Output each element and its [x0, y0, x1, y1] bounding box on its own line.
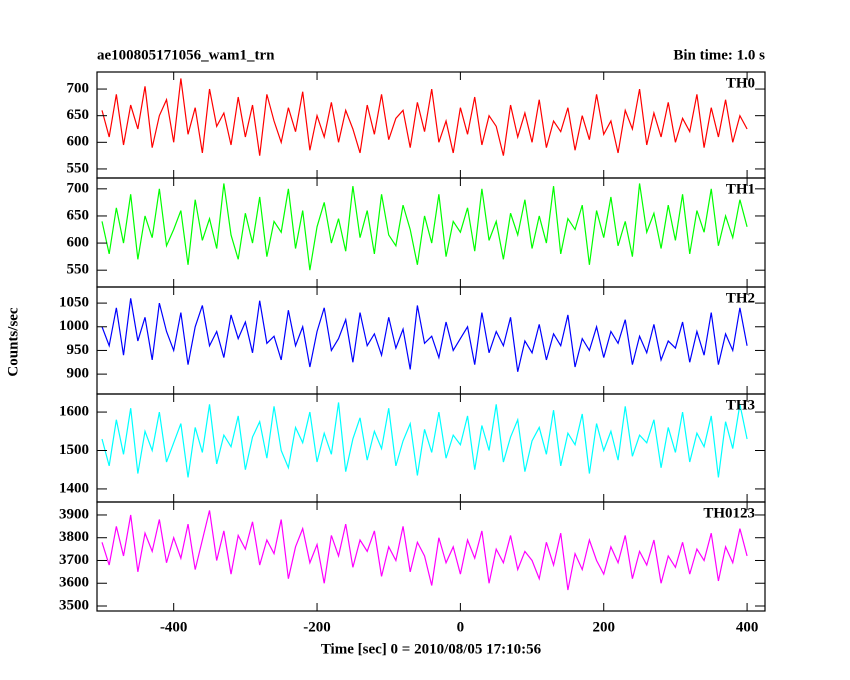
y-tick-label: 1050 — [59, 295, 89, 311]
y-tick-label: 550 — [67, 160, 90, 176]
data-line — [101, 510, 748, 591]
y-axis-label: Counts/sec — [5, 307, 21, 377]
y-tick-label: 650 — [67, 207, 90, 223]
y-tick-label: 3700 — [59, 552, 89, 568]
y-tick-label: 700 — [67, 180, 90, 196]
data-line — [101, 402, 748, 478]
x-tick-label: 0 — [457, 619, 465, 635]
panel-label: TH3 — [726, 397, 755, 413]
y-tick-label: 600 — [67, 134, 90, 150]
panel-frame — [96, 286, 766, 395]
y-tick-label: 900 — [67, 366, 90, 382]
x-tick-label: 400 — [736, 619, 759, 635]
x-axis-label: Time [sec] 0 = 2010/08/05 17:10:56 — [321, 641, 542, 657]
data-line — [101, 78, 748, 156]
panel-frame — [96, 71, 766, 179]
panel-label: TH2 — [726, 290, 755, 306]
chart-subtitle: Bin time: 1.0 s — [673, 47, 765, 63]
x-tick-label: -200 — [303, 619, 331, 635]
panel-label: TH0 — [726, 75, 755, 91]
y-tick-label: 3800 — [59, 529, 89, 545]
y-tick-label: 550 — [67, 262, 90, 278]
panel-label: TH0123 — [703, 505, 755, 521]
y-tick-label: 1000 — [59, 318, 89, 334]
panel-frame — [96, 501, 766, 612]
y-tick-label: 650 — [67, 107, 90, 123]
data-line — [101, 298, 748, 372]
y-tick-label: 600 — [67, 235, 90, 251]
panel-frame — [96, 177, 766, 288]
x-tick-label: 200 — [592, 619, 615, 635]
chart-title: ae100805171056_wam1_trn — [97, 47, 275, 63]
y-tick-label: 3600 — [59, 575, 89, 591]
x-tick-label: -400 — [160, 619, 188, 635]
y-tick-label: 1500 — [59, 442, 89, 458]
y-tick-label: 1600 — [59, 404, 89, 420]
panel-label: TH1 — [726, 181, 755, 197]
y-tick-label: 700 — [67, 80, 90, 96]
y-tick-label: 3900 — [59, 506, 89, 522]
data-line — [101, 183, 748, 271]
y-tick-label: 950 — [67, 342, 90, 358]
y-tick-label: 1400 — [59, 480, 89, 496]
y-tick-label: 3500 — [59, 597, 89, 613]
